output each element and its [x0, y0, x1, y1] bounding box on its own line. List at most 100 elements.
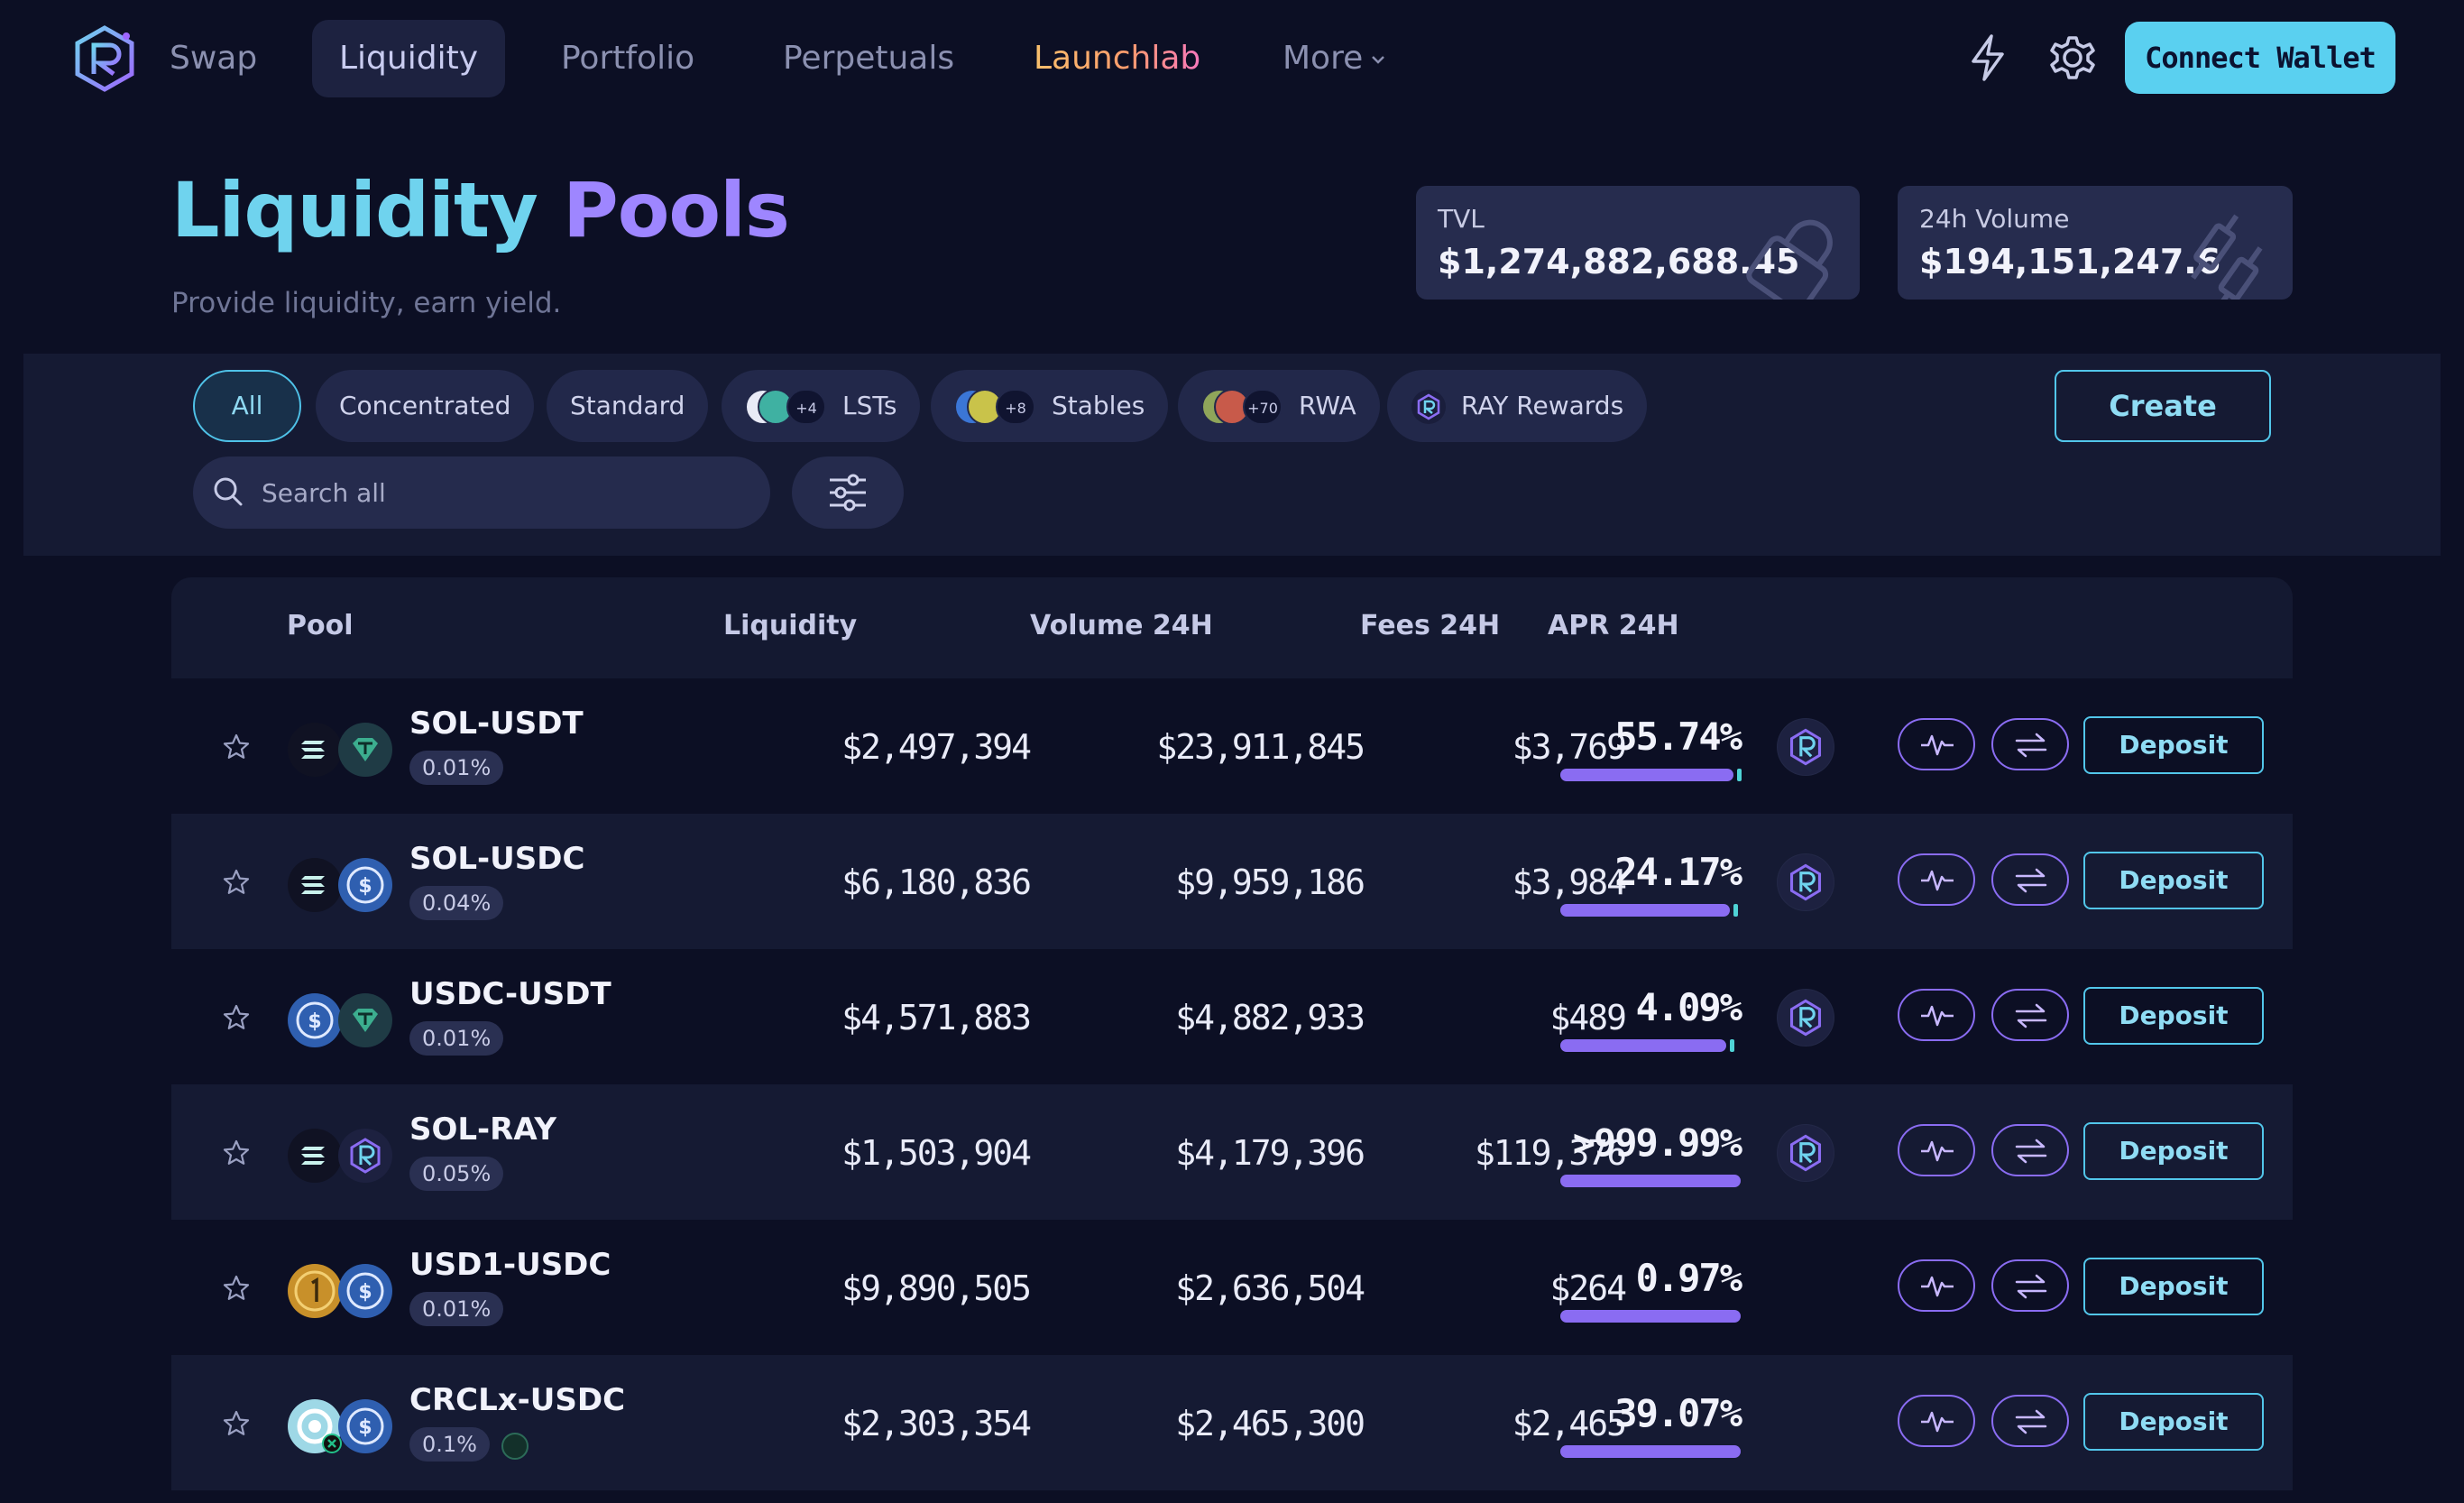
filter-settings-button[interactable] — [792, 456, 904, 529]
pool-chart-button[interactable] — [1898, 853, 1975, 906]
raydium-logo-icon[interactable] — [74, 25, 135, 92]
search-input[interactable] — [262, 456, 749, 529]
table-row[interactable]: $ CRCLx-USDC 0.1% $2,303,354 $2,465,300 … — [171, 1355, 2293, 1490]
filter-chip-lsts[interactable]: +4 LSTs — [722, 370, 921, 442]
table-row[interactable]: SOL-USDT 0.01% $2,497,394 $23,911,845 $3… — [171, 678, 2293, 814]
nav-more-label: More — [1283, 40, 1364, 77]
filter-chip-all[interactable]: All — [193, 370, 301, 442]
deposit-button[interactable]: Deposit — [2083, 987, 2264, 1045]
fee-tier-badge: 0.01% — [409, 751, 504, 785]
deposit-button[interactable]: Deposit — [2083, 852, 2264, 909]
star-icon[interactable] — [222, 1274, 251, 1303]
pool-name[interactable]: USD1-USDC — [409, 1247, 611, 1283]
pool-swap-button[interactable] — [1991, 718, 2069, 770]
usdc-token-icon: $ — [287, 992, 343, 1048]
star-icon[interactable] — [222, 1409, 251, 1438]
filter-chip-stables[interactable]: +8 Stables — [931, 370, 1169, 442]
pool-apr-24h[interactable]: 24.17% — [1614, 850, 1742, 894]
table-row[interactable]: $ USDC-USDT 0.01% $4,571,883 $4,882,933 … — [171, 949, 2293, 1084]
header-fees[interactable]: Fees 24H — [1360, 610, 1501, 641]
pool-chart-button[interactable] — [1898, 1395, 1975, 1447]
search-field[interactable] — [193, 456, 770, 529]
deposit-button[interactable]: Deposit — [2083, 1122, 2264, 1180]
nav-portfolio[interactable]: Portfolio — [561, 40, 695, 77]
header-liquidity[interactable]: Liquidity — [723, 610, 858, 641]
pool-apr-24h[interactable]: 55.74% — [1614, 715, 1742, 759]
apr-bar-marker — [1737, 769, 1742, 781]
stable-token-icons: +8 — [954, 389, 1037, 425]
nav-perpetuals[interactable]: Perpetuals — [783, 40, 955, 77]
pool-fees-24h: $3,769 — [1512, 727, 1627, 767]
swap-arrows-icon — [2015, 1409, 2047, 1434]
pool-apr-24h[interactable]: >999.99% — [1572, 1120, 1742, 1165]
nav-liquidity[interactable]: Liquidity — [312, 20, 506, 97]
pool-apr-24h[interactable]: 0.97% — [1635, 1256, 1742, 1300]
pool-chart-button[interactable] — [1898, 1259, 1975, 1312]
swap-arrows-icon — [2015, 1274, 2047, 1299]
star-icon[interactable] — [222, 868, 251, 897]
filter-chip-ray-rewards[interactable]: RAY Rewards — [1387, 370, 1648, 442]
pool-name[interactable]: SOL-USDC — [409, 841, 585, 877]
pool-swap-button[interactable] — [1991, 853, 2069, 906]
create-pool-button[interactable]: Create — [2055, 370, 2271, 442]
pool-name[interactable]: SOL-USDT — [409, 705, 584, 742]
nav-swap[interactable]: Swap — [170, 40, 258, 77]
fee-tier-badge: 0.04% — [409, 886, 504, 920]
filter-chip-rwa[interactable]: +70 RWA — [1178, 370, 1380, 442]
pool-swap-button[interactable] — [1991, 1124, 2069, 1176]
pool-swap-button[interactable] — [1991, 1395, 2069, 1447]
table-row[interactable]: $ SOL-USDC 0.04% $6,180,836 $9,959,186 $… — [171, 814, 2293, 949]
apr-bar — [1560, 1175, 1741, 1187]
apr-bar-marker — [1733, 904, 1738, 917]
connect-wallet-button[interactable]: Connect Wallet — [2125, 22, 2395, 94]
pool-chart-button[interactable] — [1898, 989, 1975, 1041]
pool-chart-button[interactable] — [1898, 718, 1975, 770]
ray-token-icon — [337, 1128, 393, 1184]
pool-fees-24h: $264 — [1549, 1268, 1627, 1308]
ray-reward-icon — [1777, 989, 1834, 1047]
table-row[interactable]: $ USD1-USDC 0.01% $9,890,505 $2,636,504 … — [171, 1220, 2293, 1355]
lightning-icon[interactable] — [1964, 31, 2011, 85]
filter-chip-standard[interactable]: Standard — [547, 370, 709, 442]
star-icon[interactable] — [222, 733, 251, 761]
usdt-token-icon — [337, 722, 393, 778]
pool-swap-button[interactable] — [1991, 989, 2069, 1041]
pool-swap-button[interactable] — [1991, 1259, 2069, 1312]
pool-token-icons: $ — [287, 992, 395, 1048]
apr-bar — [1560, 1310, 1741, 1323]
star-icon[interactable] — [222, 1139, 251, 1167]
pool-name[interactable]: SOL-RAY — [409, 1111, 557, 1148]
star-icon[interactable] — [222, 1003, 251, 1032]
usdc-token-icon: $ — [337, 1398, 393, 1454]
filter-chip-stables-label: Stables — [1052, 391, 1145, 420]
pool-chart-button[interactable] — [1898, 1124, 1975, 1176]
pool-name[interactable]: USDC-USDT — [409, 976, 611, 1012]
gear-icon[interactable] — [2049, 31, 2096, 85]
usdc-token-icon: $ — [337, 857, 393, 913]
ray-reward-icon — [1777, 1124, 1834, 1182]
nav-more[interactable]: More — [1255, 20, 1415, 97]
ray-reward-icon — [1777, 718, 1834, 776]
pool-liquidity: $2,497,394 — [841, 727, 1032, 767]
pool-name[interactable]: CRCLx-USDC — [409, 1382, 626, 1418]
pool-apr-24h[interactable]: 4.09% — [1635, 985, 1742, 1029]
page-title-word-2: Pools — [563, 166, 790, 254]
header-volume[interactable]: Volume 24H — [1030, 610, 1213, 641]
fee-tier-badge: 0.05% — [409, 1157, 504, 1191]
pool-apr-24h[interactable]: 39.07% — [1614, 1391, 1742, 1435]
lock-icon — [1746, 219, 1833, 300]
header-pool[interactable]: Pool — [287, 610, 354, 641]
nav-launchlab[interactable]: Launchlab — [1007, 20, 1227, 97]
tvl-card: TVL $1,274,882,688.45 — [1416, 186, 1860, 300]
deposit-button[interactable]: Deposit — [2083, 1393, 2264, 1451]
header-apr[interactable]: APR 24H — [1548, 610, 1679, 641]
table-row[interactable]: SOL-RAY 0.05% $1,503,904 $4,179,396 $119… — [171, 1084, 2293, 1220]
swap-arrows-icon — [2015, 868, 2047, 893]
swap-arrows-icon — [2015, 1003, 2047, 1028]
svg-text:$: $ — [358, 1281, 372, 1304]
deposit-button[interactable]: Deposit — [2083, 716, 2264, 774]
usdt-token-icon — [337, 992, 393, 1048]
filter-chip-concentrated[interactable]: Concentrated — [316, 370, 535, 442]
deposit-button[interactable]: Deposit — [2083, 1258, 2264, 1315]
apr-bar-marker — [1730, 1039, 1734, 1052]
